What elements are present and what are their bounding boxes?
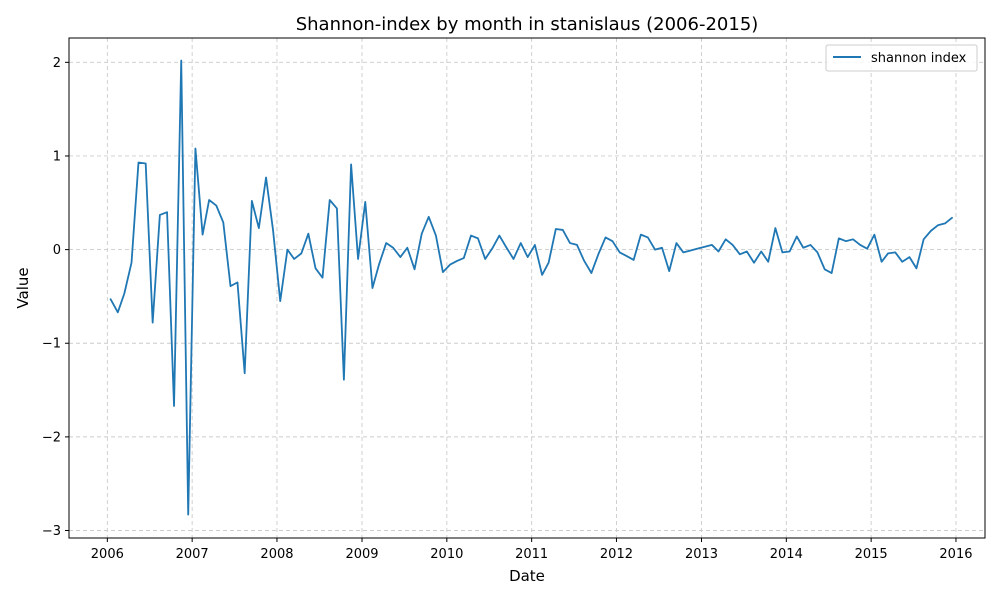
y-tick-label: 2 [53, 56, 61, 71]
x-tick-label: 2007 [176, 547, 209, 562]
x-tick-label: 2010 [430, 547, 463, 562]
y-axis-label: Value [14, 267, 32, 308]
y-tick-label: 1 [53, 149, 61, 164]
x-tick-label: 2008 [260, 547, 293, 562]
x-tick-label: 2006 [91, 547, 124, 562]
x-axis-label: Date [509, 567, 545, 585]
y-tick-label: −1 [42, 337, 61, 352]
x-tick-label: 2012 [600, 547, 633, 562]
legend-label: shannon index [871, 51, 967, 66]
plot-area [109, 59, 953, 516]
y-tick-label: 0 [53, 243, 61, 258]
ticks: 2006 2007 2008 2009 2010 2011 2012 2013 2014 2015… [42, 56, 973, 562]
legend-box [825, 44, 978, 72]
grid [69, 38, 985, 538]
x-tick-label: 2009 [345, 547, 378, 562]
x-tick-label: 2016 [939, 547, 972, 562]
series-line-shannon-index [109, 59, 953, 516]
x-tick-label: 2015 [855, 547, 888, 562]
x-tick-label: 2014 [770, 547, 803, 562]
y-tick-label: −3 [42, 524, 61, 539]
chart-title: Shannon-index by month in stanislaus (20… [296, 14, 759, 35]
axes-frame [68, 37, 986, 539]
legend: shannon index [825, 44, 978, 72]
y-tick-label: −2 [42, 430, 61, 445]
x-tick-label: 2011 [515, 547, 548, 562]
x-tick-label: 2013 [685, 547, 718, 562]
